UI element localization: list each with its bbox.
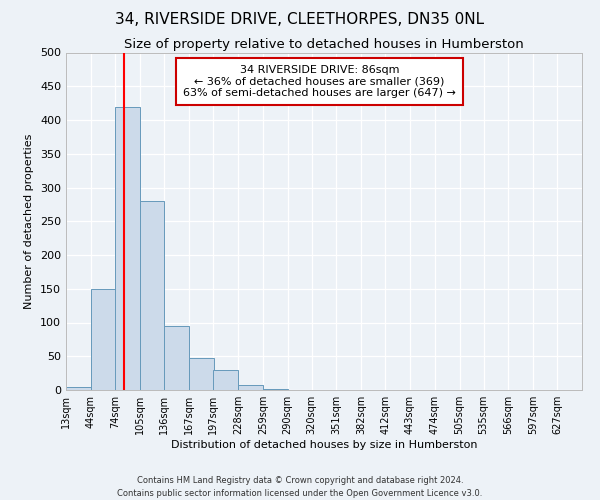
Bar [140,201,164,390]
Bar [189,358,214,390]
Bar [263,388,287,390]
Bar [213,370,238,390]
Bar [66,386,91,390]
Bar [164,326,189,390]
Y-axis label: Number of detached properties: Number of detached properties [25,134,34,309]
Text: 34 RIVERSIDE DRIVE: 86sqm
← 36% of detached houses are smaller (369)
63% of semi: 34 RIVERSIDE DRIVE: 86sqm ← 36% of detac… [183,65,456,98]
Bar [115,106,140,390]
X-axis label: Distribution of detached houses by size in Humberston: Distribution of detached houses by size … [171,440,477,450]
Text: Contains HM Land Registry data © Crown copyright and database right 2024.
Contai: Contains HM Land Registry data © Crown c… [118,476,482,498]
Bar [238,384,263,390]
Bar [91,289,116,390]
Text: 34, RIVERSIDE DRIVE, CLEETHORPES, DN35 0NL: 34, RIVERSIDE DRIVE, CLEETHORPES, DN35 0… [115,12,485,28]
Title: Size of property relative to detached houses in Humberston: Size of property relative to detached ho… [124,38,524,52]
